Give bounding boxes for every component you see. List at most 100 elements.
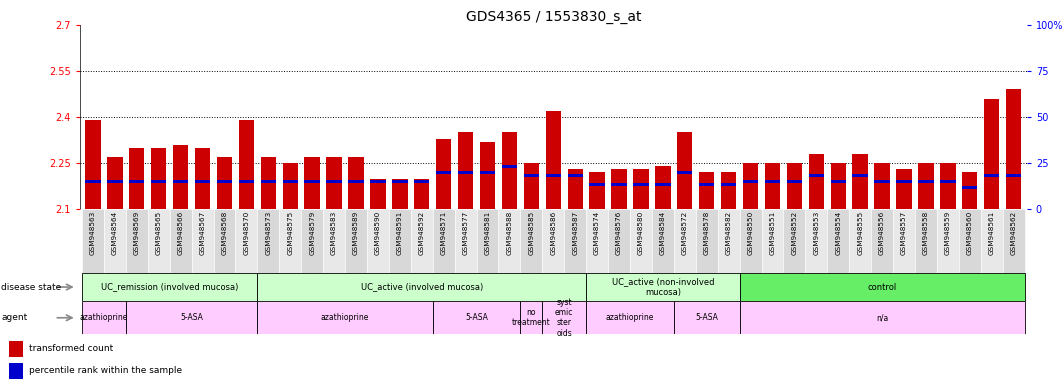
Text: 5-ASA: 5-ASA xyxy=(695,313,718,322)
Text: GSM948574: GSM948574 xyxy=(594,211,600,255)
Bar xyxy=(896,180,912,183)
Text: GSM948560: GSM948560 xyxy=(967,211,972,255)
Bar xyxy=(589,172,604,209)
Text: GSM948579: GSM948579 xyxy=(310,211,315,255)
Text: azathioprine: azathioprine xyxy=(80,313,128,322)
Text: agent: agent xyxy=(1,313,28,322)
Bar xyxy=(589,183,604,186)
Bar xyxy=(502,132,517,209)
Bar xyxy=(699,172,714,209)
Bar xyxy=(564,209,586,273)
Text: GSM948566: GSM948566 xyxy=(178,211,184,255)
Bar xyxy=(981,209,1002,273)
Text: 5-ASA: 5-ASA xyxy=(465,313,488,322)
Bar xyxy=(586,209,609,273)
Text: GSM948552: GSM948552 xyxy=(792,211,797,255)
Text: GSM948582: GSM948582 xyxy=(726,211,732,255)
Bar xyxy=(323,209,345,273)
Bar xyxy=(261,180,276,183)
Bar xyxy=(633,169,649,209)
Bar xyxy=(388,209,411,273)
Bar xyxy=(257,273,586,301)
Text: azathioprine: azathioprine xyxy=(321,313,369,322)
Bar xyxy=(414,180,430,183)
Text: UC_remission (involved mucosa): UC_remission (involved mucosa) xyxy=(101,283,238,291)
Bar xyxy=(107,180,122,183)
Bar xyxy=(304,180,320,183)
Bar xyxy=(148,209,169,273)
Bar xyxy=(586,273,739,301)
Bar xyxy=(677,132,693,209)
Bar xyxy=(458,171,473,174)
Text: GSM948564: GSM948564 xyxy=(112,211,118,255)
Bar xyxy=(743,180,759,183)
Bar xyxy=(9,341,23,356)
Text: GSM948553: GSM948553 xyxy=(813,211,819,255)
Bar xyxy=(502,165,517,168)
Bar xyxy=(918,163,933,209)
Bar xyxy=(257,209,279,273)
Text: transformed count: transformed count xyxy=(30,344,114,353)
Bar xyxy=(696,209,718,273)
Bar xyxy=(765,163,780,209)
Bar xyxy=(875,163,890,209)
Bar xyxy=(151,180,166,183)
Bar xyxy=(458,132,473,209)
Text: GSM948565: GSM948565 xyxy=(155,211,162,255)
Bar xyxy=(937,209,959,273)
Bar xyxy=(433,209,454,273)
Bar xyxy=(718,209,739,273)
Bar xyxy=(805,209,828,273)
Text: azathioprine: azathioprine xyxy=(605,313,654,322)
Text: control: control xyxy=(867,283,897,291)
Bar xyxy=(348,157,364,209)
Bar xyxy=(235,209,257,273)
Bar xyxy=(195,148,211,209)
Text: GSM948571: GSM948571 xyxy=(440,211,447,255)
Bar xyxy=(173,145,188,209)
Bar xyxy=(520,301,543,334)
Bar xyxy=(411,209,433,273)
Bar xyxy=(173,180,188,183)
Text: GSM948590: GSM948590 xyxy=(375,211,381,255)
Bar xyxy=(192,209,214,273)
Bar xyxy=(348,180,364,183)
Text: GSM948562: GSM948562 xyxy=(1011,211,1016,255)
Bar xyxy=(896,169,912,209)
Bar xyxy=(699,183,714,186)
Text: GSM948583: GSM948583 xyxy=(331,211,337,255)
Bar xyxy=(655,166,670,209)
Bar xyxy=(941,163,955,209)
Text: disease state: disease state xyxy=(1,283,62,291)
Bar xyxy=(261,157,276,209)
Bar xyxy=(852,154,868,209)
Bar xyxy=(151,148,166,209)
Bar xyxy=(586,301,674,334)
Bar xyxy=(739,209,762,273)
Bar xyxy=(831,180,846,183)
Bar xyxy=(875,180,890,183)
Text: GSM948559: GSM948559 xyxy=(945,211,951,255)
Bar xyxy=(765,180,780,183)
Bar xyxy=(633,183,649,186)
Bar xyxy=(370,180,385,183)
Bar xyxy=(217,157,232,209)
Bar xyxy=(327,157,342,209)
Bar xyxy=(436,139,451,209)
Bar xyxy=(454,209,477,273)
Bar xyxy=(543,301,586,334)
Text: GSM948554: GSM948554 xyxy=(835,211,842,255)
Bar xyxy=(567,169,583,209)
Bar xyxy=(984,99,999,209)
Text: GSM948584: GSM948584 xyxy=(660,211,666,255)
Bar xyxy=(283,163,298,209)
Bar xyxy=(546,174,561,177)
Text: n/a: n/a xyxy=(876,313,888,322)
Bar xyxy=(959,209,981,273)
Bar xyxy=(304,157,320,209)
Text: GSM948575: GSM948575 xyxy=(287,211,294,255)
Bar xyxy=(195,180,211,183)
Bar xyxy=(82,301,126,334)
Bar xyxy=(739,301,1025,334)
Bar xyxy=(283,180,298,183)
